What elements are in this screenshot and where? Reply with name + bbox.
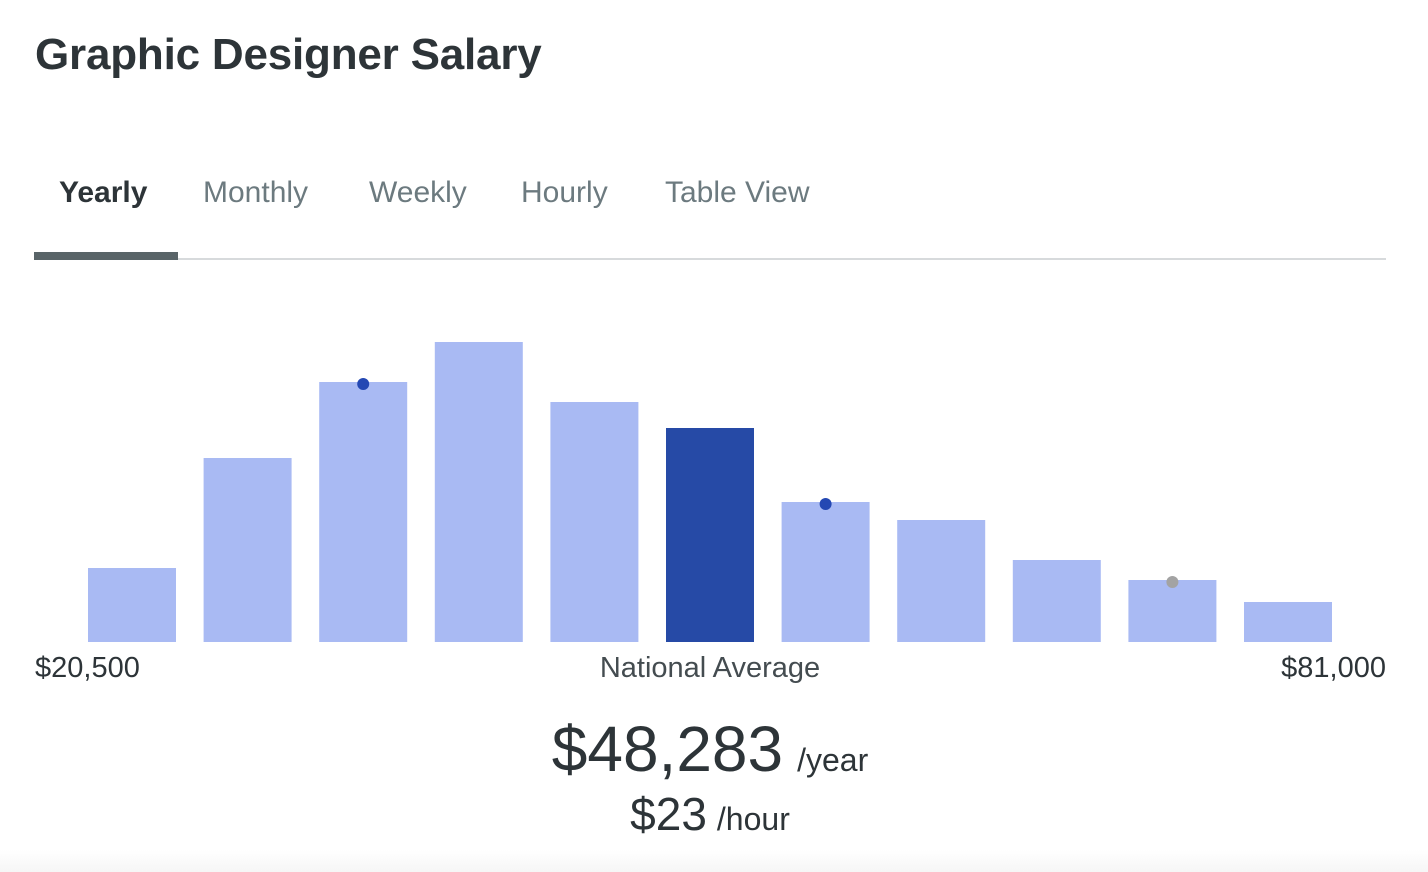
salary-distribution-chart bbox=[88, 342, 1332, 642]
page-title: Graphic Designer Salary bbox=[35, 30, 542, 79]
bar-2[interactable] bbox=[203, 458, 292, 642]
bar-1[interactable] bbox=[88, 568, 176, 642]
tab-hourly[interactable]: Hourly bbox=[521, 176, 608, 209]
max-salary-label: $81,000 bbox=[1281, 652, 1386, 684]
bottom-fade bbox=[0, 850, 1428, 872]
bar-8[interactable] bbox=[897, 520, 986, 642]
bar-marker-dot bbox=[1166, 576, 1179, 588]
bar-9[interactable] bbox=[1012, 560, 1101, 642]
tab-monthly[interactable]: Monthly bbox=[203, 176, 309, 209]
yearly-salary: $48,283/year bbox=[0, 712, 1420, 786]
bar-10[interactable] bbox=[1128, 580, 1217, 642]
tab-table-view[interactable]: Table View bbox=[665, 176, 810, 209]
hourly-salary-amount: $23 bbox=[630, 788, 707, 840]
bar-4[interactable] bbox=[434, 342, 523, 642]
salary-period-tabs: Yearly Monthly Weekly Hourly Table View bbox=[34, 168, 1386, 260]
min-salary-label: $20,500 bbox=[35, 652, 140, 684]
active-tab-indicator bbox=[34, 252, 178, 260]
yearly-salary-unit: /year bbox=[797, 742, 869, 778]
bar-marker-dot bbox=[819, 498, 832, 510]
tab-yearly[interactable]: Yearly bbox=[59, 176, 148, 209]
bar-marker-dot bbox=[357, 378, 370, 390]
yearly-salary-amount: $48,283 bbox=[551, 713, 784, 785]
bar-3[interactable] bbox=[319, 382, 408, 642]
bar-7[interactable] bbox=[781, 502, 870, 642]
bar-national-average[interactable] bbox=[666, 428, 754, 642]
national-average-label: National Average bbox=[599, 652, 821, 684]
bar-11[interactable] bbox=[1244, 602, 1332, 642]
tab-weekly[interactable]: Weekly bbox=[369, 176, 467, 209]
hourly-salary-unit: /hour bbox=[716, 801, 790, 837]
bar-5[interactable] bbox=[550, 402, 639, 642]
hourly-salary: $23/hour bbox=[0, 787, 1420, 841]
